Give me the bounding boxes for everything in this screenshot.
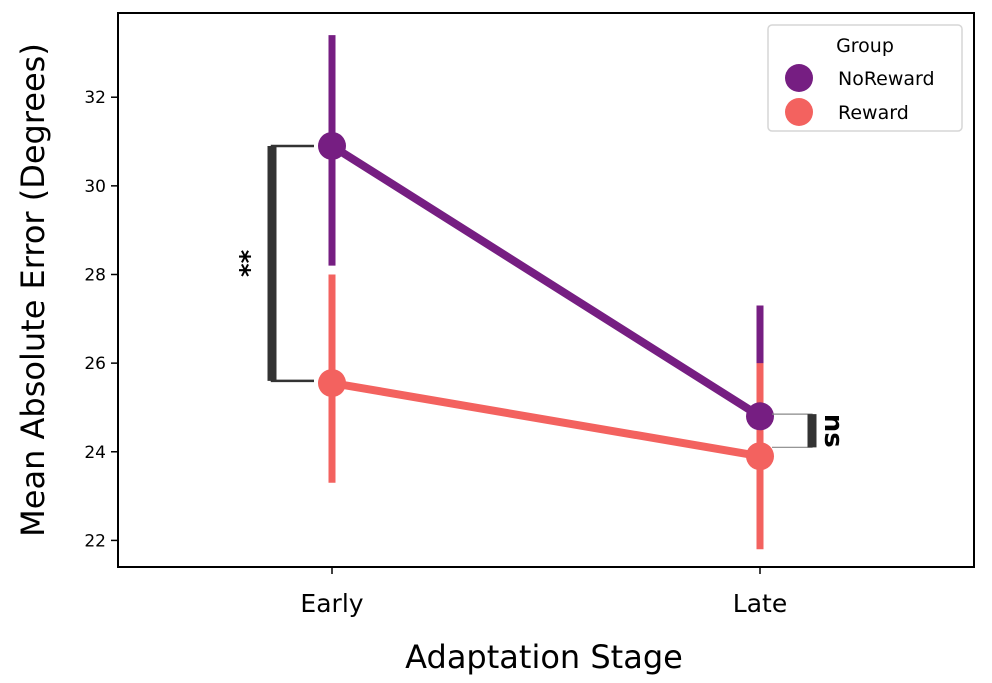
legend: Group NoReward Reward: [767, 24, 963, 132]
sig-bracket-early: [270, 144, 314, 383]
plot-frame: [117, 12, 975, 568]
y-axis-label: Mean Absolute Error (Degrees): [14, 43, 52, 537]
legend-box: [767, 24, 963, 132]
series-line-reward: [328, 379, 764, 461]
sig-label-late: ns: [818, 414, 848, 448]
point-noreward-early: [318, 131, 346, 160]
point-reward-early: [318, 369, 346, 398]
x-axis: Early Late: [300, 567, 787, 618]
legend-title: Group: [836, 35, 894, 57]
legend-marker-reward: [785, 98, 813, 126]
point-reward-late: [746, 442, 774, 471]
y-tick-label-32: 32: [84, 88, 106, 108]
sig-bracket-late: [772, 413, 813, 448]
x-tick-label-late: Late: [733, 589, 787, 618]
series-layer: [318, 35, 774, 550]
y-tick-label-22: 22: [84, 531, 106, 551]
y-tick-label-30: 30: [84, 177, 106, 197]
x-axis-label: Adaptation Stage: [405, 638, 683, 676]
y-tick-label-26: 26: [84, 354, 106, 374]
annotation-layer: ** ns: [225, 144, 848, 448]
point-noreward-late: [746, 402, 774, 431]
y-tick-label-28: 28: [84, 265, 106, 285]
y-tick-label-24: 24: [84, 443, 106, 463]
legend-marker-noreward: [785, 64, 813, 92]
legend-label-noreward: NoReward: [838, 68, 935, 90]
y-axis: 22 24 26 28 30 32: [84, 88, 118, 551]
sig-label-early: **: [225, 250, 255, 278]
legend-label-reward: Reward: [838, 102, 909, 124]
x-tick-label-early: Early: [300, 589, 363, 618]
series-line-noreward: [328, 141, 764, 421]
